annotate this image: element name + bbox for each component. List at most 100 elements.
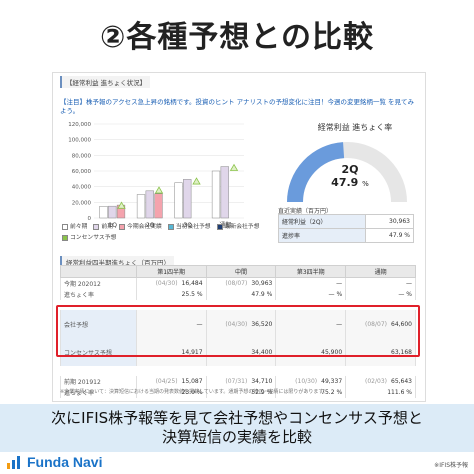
progress-gauge: [287, 142, 407, 203]
table-cell: 23.0 %: [135, 387, 207, 398]
cell-value: 14,917: [181, 348, 203, 356]
legend-label: 当初会社予想: [175, 224, 211, 230]
row-label: 進ちょく率: [60, 289, 137, 300]
legend-item: 今期会社実績: [119, 222, 162, 233]
cell-value: 111.6 %: [387, 389, 412, 396]
table-cell: —: [275, 277, 347, 289]
legend-item: 最新会社予想: [216, 222, 260, 233]
table-cell: (07/31) 34,710: [205, 376, 277, 387]
table-cell: (08/07) 30,963: [205, 277, 277, 289]
table-cell: — %: [275, 289, 347, 300]
quarter-table: 第1四半期 中間 第3四半期 通期 今期 202012 (04/30) 16,484…: [60, 265, 416, 398]
y-tick-label: 0: [88, 216, 92, 222]
progress-row: 経常利益（2Q） 30,963: [277, 214, 414, 229]
legend-item: コンセンサス予想: [62, 233, 116, 244]
caption-banner: [0, 404, 474, 452]
bar: [183, 179, 192, 219]
cell-value: 23.0 %: [181, 389, 203, 396]
legend-label: 最新会社予想: [224, 224, 260, 230]
caption-line-2: 決算短信の実績を比較: [161, 428, 312, 446]
progress-value: 30,963: [365, 214, 414, 229]
attention-note[interactable]: 【注目】株予報のアクセス急上昇の銘柄です。投資のヒント アナリストの予想変化に注…: [60, 98, 415, 115]
chart-legend: 前々期 前期 今期会社実績 当初会社予想 最新会社予想コンセンサス予想: [62, 222, 282, 244]
table-cell: (02/03) 65,643: [345, 376, 416, 387]
bar: [145, 190, 154, 219]
col-header: 第3四半期: [275, 265, 347, 278]
consensus-marker: [229, 163, 239, 171]
gauge-quarter: 2Q: [341, 163, 359, 176]
copyright: ※IFIS株予報: [434, 462, 468, 469]
caption-line-1: 次にIFIS株予報等を見て会社予想やコンセンサス予想と: [51, 409, 423, 427]
cell-date: (08/07): [365, 320, 387, 328]
table-cell: —: [135, 310, 207, 338]
bar-chart: 120,000100,00080,00060,00040,00020,0000 …: [68, 122, 244, 229]
cell-date: (04/25): [155, 378, 178, 385]
table-cell: —: [275, 310, 347, 338]
consensus-marker: [192, 177, 201, 185]
spacer-row: [61, 366, 416, 376]
cell-value: —: [336, 280, 343, 287]
y-tick-label: 20,000: [72, 200, 92, 206]
x-tick-label: 2Q: [146, 222, 155, 229]
legend-swatch: [216, 223, 223, 230]
x-tick-label: 通期: [219, 221, 231, 229]
bar: [136, 194, 146, 219]
table-cell: 14,917: [135, 338, 207, 366]
gauge-label: 2Q 47.9 %: [320, 163, 380, 191]
table-row: 今期 202012 (04/30) 16,484 (08/07) 30,963— —: [60, 277, 416, 289]
table-cell: (04/30) 16,484: [135, 277, 207, 289]
bar: [220, 166, 229, 219]
cell-value: —: [406, 280, 412, 287]
col-header: 中間: [205, 265, 277, 278]
cell-value: 45,900: [321, 348, 343, 356]
legend-swatch: [167, 223, 174, 230]
cell-date: (02/03): [365, 378, 387, 385]
cell-value: 36,520: [251, 320, 273, 328]
gauge-title: 経常利益 進ちょく率: [317, 123, 393, 132]
highlight-box: [56, 305, 420, 357]
legend-swatch: [119, 223, 126, 230]
bar: [174, 182, 183, 219]
cell-value: 30,963: [251, 280, 273, 287]
caption: 次にIFIS株予報等を見て会社予想やコンセンサス予想と 決算短信の実績を比較: [0, 409, 474, 447]
logo-text: Funda Navi: [27, 454, 103, 470]
panel-heading: 【経常利益 進ちょく状況】: [60, 76, 151, 88]
table-cell: (04/25) 15,087: [135, 376, 207, 387]
cell-value: 65,643: [391, 378, 412, 385]
cell-date: (04/30): [225, 320, 248, 328]
row-label: 前期 201912: [60, 376, 137, 387]
cell-value: —: [336, 320, 343, 328]
table-cell: 63,168: [345, 338, 416, 366]
legend-label: 前期: [101, 224, 114, 230]
table-cell: 45,900: [275, 338, 347, 366]
cell-value: 25.5 %: [181, 291, 203, 298]
cell-value: 16,484: [181, 280, 203, 287]
legend-item: 当初会社予想: [167, 222, 211, 233]
table-cell: (04/30) 36,520: [205, 310, 277, 338]
quarter-header-row: 第1四半期 中間 第3四半期 通期: [60, 265, 416, 278]
footnote: ※企業実績について：決算短信における当期の発表数値を掲載しています。通期予想の修…: [60, 389, 328, 395]
cell-value: 34,400: [251, 348, 273, 356]
gauge-fill: [287, 142, 345, 203]
table-row: 進ちょく率 23.0 % 52.9 % 75.2 % 111.6 %: [60, 387, 416, 398]
gauge-unit: %: [362, 180, 369, 188]
x-tick-label: 1Q: [108, 222, 117, 229]
legend-label: 前々期: [70, 224, 88, 230]
table-row: コンセンサス予想 14,917 34,400 45,900 63,168: [60, 338, 416, 366]
page-title: ②各種予想との比較: [99, 20, 375, 55]
table-cell: 25.5 %: [135, 289, 207, 300]
cell-value: 15,087: [181, 378, 203, 385]
table-row: 進ちょく率 25.5 % 47.9 % — % — %: [60, 289, 416, 300]
cell-value: 47.9 %: [251, 291, 273, 298]
row-label: コンセンサス予想: [60, 338, 137, 366]
col-header: [60, 265, 137, 278]
gauge-value: 47.9: [331, 176, 359, 189]
y-tick-label: 100,000: [68, 138, 91, 144]
cell-date: (04/30): [155, 280, 178, 287]
cell-value: — %: [398, 291, 412, 298]
col-header: 通期: [345, 265, 416, 278]
y-tick-label: 40,000: [72, 185, 92, 191]
bar: [154, 193, 163, 219]
progress-row: 進捗率 47.9 %: [277, 228, 414, 243]
legend-swatch: [62, 234, 68, 241]
